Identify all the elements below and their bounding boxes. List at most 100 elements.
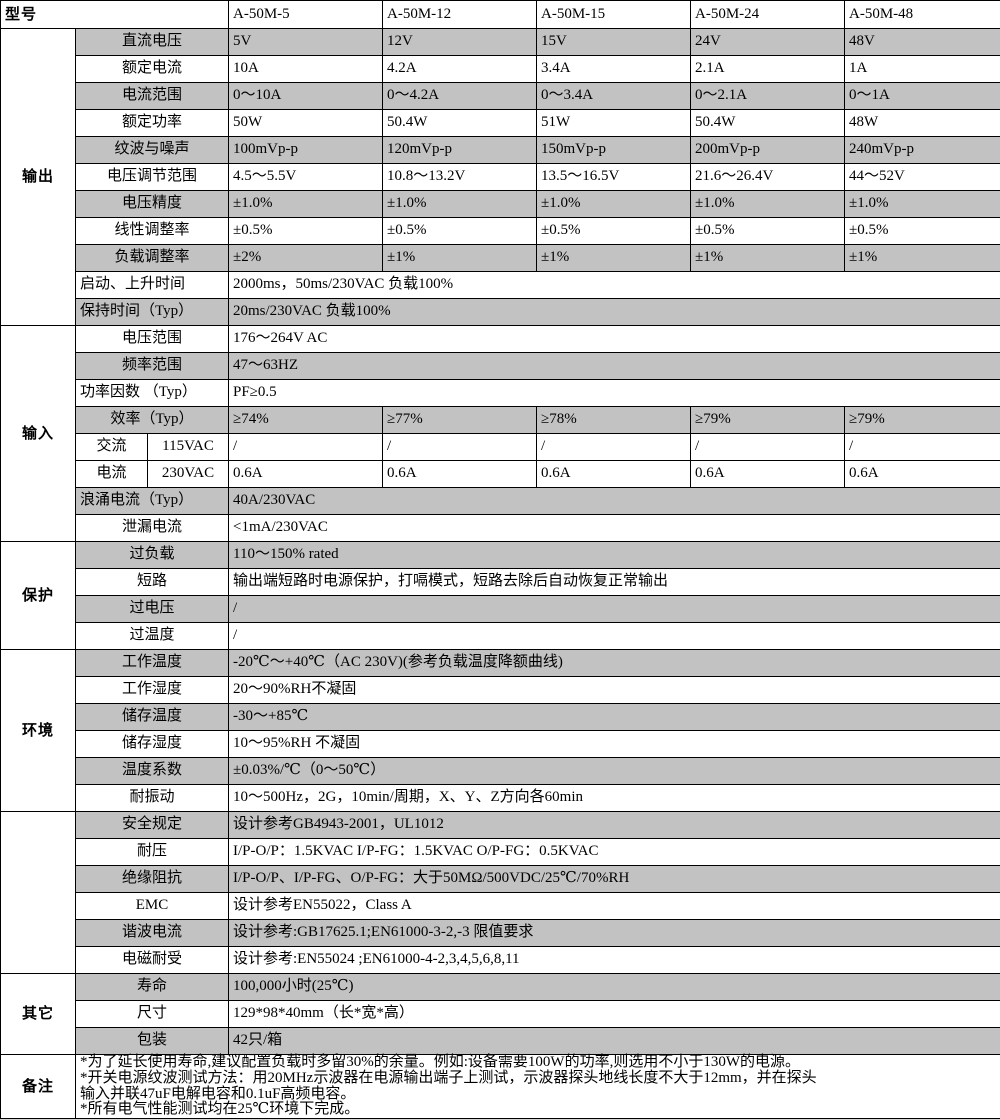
cell-value: 200mVp-p (691, 137, 845, 164)
param-label: 线性调整率 (76, 218, 229, 245)
cell-value: ≥79% (691, 407, 845, 434)
param-label-ac-current-line2: 电流 (76, 461, 148, 488)
cell-value: 50W (229, 110, 383, 137)
param-label: 工作湿度 (76, 677, 229, 704)
param-label: 纹波与噪声 (76, 137, 229, 164)
param-label: 短路 (76, 569, 229, 596)
cell-value: ±1.0% (845, 191, 1000, 218)
table-row: 环境 工作温度 -20℃～+40℃（AC 230V)(参考负载温度降额曲线) (1, 650, 1000, 677)
table-row: 安全规定 设计参考GB4943-2001，UL1012 (1, 812, 1000, 839)
param-label: 电压调节范围 (76, 164, 229, 191)
param-label: 谐波电流 (76, 920, 229, 947)
note-line: 输入并联47uF电解电容和0.1uF高频电容。 (80, 1087, 996, 1103)
cell-value: 设计参考:GB17625.1;EN61000-3-2,-3 限值要求 (229, 920, 1000, 947)
section-label-input: 输入 (1, 326, 76, 542)
cell-value: PF≥0.5 (229, 380, 1000, 407)
param-label: 浪涌电流（Typ） (76, 488, 229, 515)
cell-value: 5V (229, 29, 383, 56)
param-label: 电磁耐受 (76, 947, 229, 974)
cell-value: 40A/230VAC (229, 488, 1000, 515)
cell-value: ≥78% (537, 407, 691, 434)
note-line: *所有电气性能测试均在25℃环境下完成。 (80, 1102, 996, 1118)
table-row: 电流 230VAC 0.6A 0.6A 0.6A 0.6A 0.6A (1, 461, 1000, 488)
table-row: 温度系数 ±0.03%/℃（0～50℃） (1, 758, 1000, 785)
cell-value: 48W (845, 110, 1000, 137)
cell-value: ±0.5% (691, 218, 845, 245)
cell-value: 2.1A (691, 56, 845, 83)
cell-value: ±1.0% (537, 191, 691, 218)
param-label: 安全规定 (76, 812, 229, 839)
cell-value: 4.5～5.5V (229, 164, 383, 191)
cell-value: ≥79% (845, 407, 1000, 434)
cell-value: 设计参考:EN55024 ;EN61000-4-2,3,4,5,6,8,11 (229, 947, 1000, 974)
param-label: 保持时间（Typ） (76, 299, 229, 326)
table-row: 尺寸 129*98*40mm（长*宽*高） (1, 1001, 1000, 1028)
model-header-4: A-50M-48 (845, 1, 1000, 29)
table-row: 电流范围 0～10A 0～4.2A 0～3.4A 0～2.1A 0～1A (1, 83, 1000, 110)
cell-value: 240mVp-p (845, 137, 1000, 164)
cell-value: 10A (229, 56, 383, 83)
table-row: 耐振动 10～500Hz，2G，10min/周期，X、Y、Z方向各60min (1, 785, 1000, 812)
cell-value: 42只/箱 (229, 1028, 1000, 1055)
cell-value: ±0.5% (845, 218, 1000, 245)
cell-value: ±2% (229, 245, 383, 272)
table-row: EMC 设计参考EN55022，Class A (1, 893, 1000, 920)
cell-value: 3.4A (537, 56, 691, 83)
cell-value: 129*98*40mm（长*宽*高） (229, 1001, 1000, 1028)
cell-value: 0～10A (229, 83, 383, 110)
model-header-1: A-50M-12 (383, 1, 537, 29)
cell-value: ±0.5% (383, 218, 537, 245)
cell-value: -30～+85℃ (229, 704, 1000, 731)
cell-value: 20ms/230VAC 负载100% (229, 299, 1000, 326)
table-row: 储存湿度 10～95%RH 不凝固 (1, 731, 1000, 758)
param-label: 额定电流 (76, 56, 229, 83)
cell-value: 0.6A (845, 461, 1000, 488)
table-row: 包装 42只/箱 (1, 1028, 1000, 1055)
cell-value: 50.4W (691, 110, 845, 137)
cell-value: 15V (537, 29, 691, 56)
cell-value: 1A (845, 56, 1000, 83)
param-label: 直流电压 (76, 29, 229, 56)
param-label: 额定功率 (76, 110, 229, 137)
cell-value: 0.6A (691, 461, 845, 488)
param-label: 过温度 (76, 623, 229, 650)
param-label: 储存湿度 (76, 731, 229, 758)
param-label: 泄漏电流 (76, 515, 229, 542)
model-title-label: 型号 (1, 1, 229, 29)
sub-label: 230VAC (148, 461, 229, 488)
cell-value: ±1.0% (229, 191, 383, 218)
cell-value: 0～1A (845, 83, 1000, 110)
cell-value: 24V (691, 29, 845, 56)
table-row: 过电压 / (1, 596, 1000, 623)
table-row: 输入 电压范围 176～264V AC (1, 326, 1000, 353)
cell-value: 100,000小时(25℃) (229, 974, 1000, 1001)
param-label: 功率因数 （Typ） (76, 380, 229, 407)
cell-value: 47～63HZ (229, 353, 1000, 380)
cell-value: ±0.03%/℃（0～50℃） (229, 758, 1000, 785)
param-label: 负载调整率 (76, 245, 229, 272)
table-row: 其它 寿命 100,000小时(25℃) (1, 974, 1000, 1001)
param-label: EMC (76, 893, 229, 920)
table-row: 保持时间（Typ） 20ms/230VAC 负载100% (1, 299, 1000, 326)
cell-value: 输出端短路时电源保护，打嗝模式，短路去除后自动恢复正常输出 (229, 569, 1000, 596)
note-line: *为了延长使用寿命,建议配置负载时多留30%的余量。例如:设备需要100W的功率… (80, 1055, 996, 1071)
cell-value: -20℃～+40℃（AC 230V)(参考负载温度降额曲线) (229, 650, 1000, 677)
param-label: 过负载 (76, 542, 229, 569)
table-row: 过温度 / (1, 623, 1000, 650)
cell-value: 10.8～13.2V (383, 164, 537, 191)
table-row: 负载调整率 ±2% ±1% ±1% ±1% ±1% (1, 245, 1000, 272)
table-row: 频率范围 47～63HZ (1, 353, 1000, 380)
cell-value: / (229, 596, 1000, 623)
cell-value: 0.6A (537, 461, 691, 488)
note-line: *开关电源纹波测试方法：用20MHz示波器在电源输出端子上测试，示波器探头地线长… (80, 1071, 996, 1087)
table-row: 保护 过负载 110～150% rated (1, 542, 1000, 569)
param-label: 工作温度 (76, 650, 229, 677)
param-label-efficiency: 效率（Typ） (76, 407, 229, 434)
cell-value: ±1% (537, 245, 691, 272)
table-row: 浪涌电流（Typ） 40A/230VAC (1, 488, 1000, 515)
cell-value: ±1% (691, 245, 845, 272)
cell-value: 44～52V (845, 164, 1000, 191)
cell-value: 0～2.1A (691, 83, 845, 110)
cell-value: ±1.0% (383, 191, 537, 218)
cell-value: ±1% (845, 245, 1000, 272)
